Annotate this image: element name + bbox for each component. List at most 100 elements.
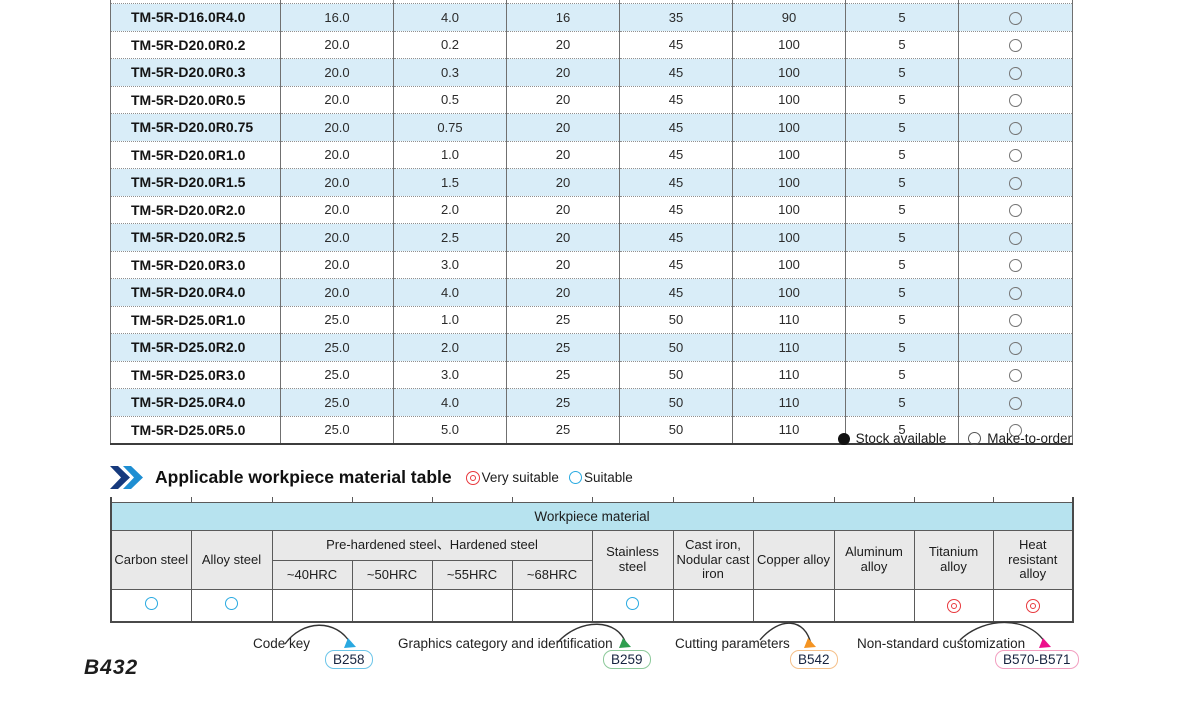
value-cell: 25.0 (280, 360, 394, 389)
model-cell: TM-5R-D20.0R0.75 (110, 113, 281, 141)
rating-cell (833, 589, 915, 623)
value-cell: 100 (732, 195, 846, 224)
suitable-label: Suitable (583, 470, 633, 485)
make-to-order-icon (1009, 341, 1022, 355)
stock-cell (958, 58, 1073, 86)
curved-arrow (959, 621, 1051, 648)
table-row: TM-5R-D25.0R1.0 25.0 1.0 25 50 110 5 (110, 305, 1073, 334)
value-cell: 45 (619, 85, 733, 114)
stock-cell (958, 140, 1073, 169)
rating-cell (913, 589, 994, 623)
col-aluminum-alloy: Aluminum alloy (833, 530, 915, 590)
make-to-order-icon (1009, 39, 1022, 53)
value-cell: 50 (619, 360, 733, 389)
table-row: TM-5R-D20.0R3.0 20.0 3.0 20 45 100 5 (110, 250, 1073, 279)
value-cell: 25.0 (280, 415, 394, 444)
value-cell: 25 (506, 360, 620, 389)
page-ref-badge[interactable]: B258 (325, 650, 373, 669)
value-cell: 5.0 (393, 415, 507, 444)
make-to-order-icon (1009, 121, 1022, 135)
value-cell: 2.0 (393, 333, 507, 361)
footer-link-code-key: Code key B258 (230, 614, 390, 678)
value-cell: 45 (619, 30, 733, 59)
value-cell: 5 (845, 333, 959, 361)
footer-link-label: Non-standard customization (857, 636, 1026, 651)
value-cell: 25 (506, 305, 620, 334)
model-cell: TM-5R-D20.0R4.0 (110, 278, 281, 306)
col-alloy-steel: Alloy steel (190, 530, 273, 590)
value-cell: 5 (845, 388, 959, 416)
value-cell: 5 (845, 30, 959, 59)
value-cell: 20.0 (280, 58, 394, 86)
value-cell: 16 (506, 3, 620, 31)
col-prehardened-group: Pre-hardened steel、Hardened steel (271, 530, 593, 561)
value-cell: 110 (732, 360, 846, 389)
suitable-legend: Suitable (568, 470, 633, 485)
rating-cell (190, 589, 273, 623)
col-50hrc: ~50HRC (351, 560, 433, 590)
value-cell: 5 (845, 305, 959, 334)
value-cell: 3.0 (393, 360, 507, 389)
very-suitable-icon (465, 470, 480, 485)
make-to-order-label: Make-to-order (987, 431, 1072, 446)
value-cell: 5 (845, 58, 959, 86)
make-to-order-icon (1009, 231, 1022, 245)
table-row: TM-5R-D25.0R2.0 25.0 2.0 25 50 110 5 (110, 333, 1073, 361)
table-row: TM-5R-D20.0R2.0 20.0 2.0 20 45 100 5 (110, 195, 1073, 224)
value-cell: 45 (619, 140, 733, 169)
footer-link-label: Code key (253, 636, 311, 651)
stock-cell (958, 85, 1073, 114)
value-cell: 100 (732, 140, 846, 169)
make-to-order-icon (1009, 66, 1022, 80)
table-row: TM-5R-D25.0R4.0 25.0 4.0 25 50 110 5 (110, 388, 1073, 416)
rating-cell (752, 589, 835, 623)
table-row: TM-5R-D20.0R2.5 20.0 2.5 20 45 100 5 (110, 223, 1073, 251)
make-to-order-icon (1009, 204, 1022, 218)
value-cell: 4.0 (393, 3, 507, 31)
model-cell: TM-5R-D25.0R3.0 (110, 360, 281, 389)
value-cell: 5 (845, 3, 959, 31)
rating-cell (110, 589, 192, 623)
value-cell: 20.0 (280, 195, 394, 224)
value-cell: 0.3 (393, 58, 507, 86)
model-cell: TM-5R-D25.0R4.0 (110, 388, 281, 416)
value-cell: 0.2 (393, 30, 507, 59)
value-cell: 100 (732, 30, 846, 59)
stock-cell (958, 3, 1073, 31)
model-cell: TM-5R-D20.0R0.5 (110, 85, 281, 114)
page-ref-badge[interactable]: B259 (603, 650, 651, 669)
value-cell: 20.0 (280, 30, 394, 59)
col-titanium-alloy: Titanium alloy (913, 530, 994, 590)
value-cell: 1.0 (393, 305, 507, 334)
make-to-order-icon (1009, 176, 1022, 190)
workpiece-material-table: Workpiece material Carbon steel Alloy st… (110, 497, 1074, 623)
suitable-icon (225, 597, 238, 611)
value-cell: 20 (506, 223, 620, 251)
footer-link-graphics-category: Graphics category and identification B25… (390, 614, 660, 678)
footer-link-non-standard: Non-standard customization B570-B571 (850, 614, 1086, 678)
table-row: TM-5R-D25.0R5.0 25.0 5.0 25 50 110 5 (110, 415, 1073, 444)
make-to-order-icon (1009, 259, 1022, 273)
table-row: TM-5R-D20.0R0.3 20.0 0.3 20 45 100 5 (110, 58, 1073, 86)
page-ref-badge[interactable]: B542 (790, 650, 838, 669)
make-to-order-icon (1009, 424, 1022, 438)
value-cell: 20.0 (280, 223, 394, 251)
make-to-order-icon (1009, 11, 1022, 25)
stock-available-legend: Stock available (837, 431, 946, 446)
footer-link-label: Graphics category and identification (398, 636, 613, 651)
value-cell: 20.0 (280, 278, 394, 306)
rating-cell (511, 589, 593, 623)
col-cast-iron: Cast iron, Nodular cast iron (672, 530, 754, 590)
footer-link-cutting-parameters: Cutting parameters B542 (665, 614, 845, 678)
value-cell: 110 (732, 333, 846, 361)
value-cell: 5 (845, 415, 959, 444)
curved-arrow (284, 624, 356, 648)
value-cell: 5 (845, 195, 959, 224)
table-row: TM-5R-D20.0R0.2 20.0 0.2 20 45 100 5 (110, 30, 1073, 59)
value-cell: 3.0 (393, 250, 507, 279)
value-cell: 5 (845, 250, 959, 279)
value-cell: 45 (619, 223, 733, 251)
page-ref-badge[interactable]: B570-B571 (995, 650, 1079, 669)
make-to-order-icon (1009, 314, 1022, 328)
value-cell: 20 (506, 195, 620, 224)
